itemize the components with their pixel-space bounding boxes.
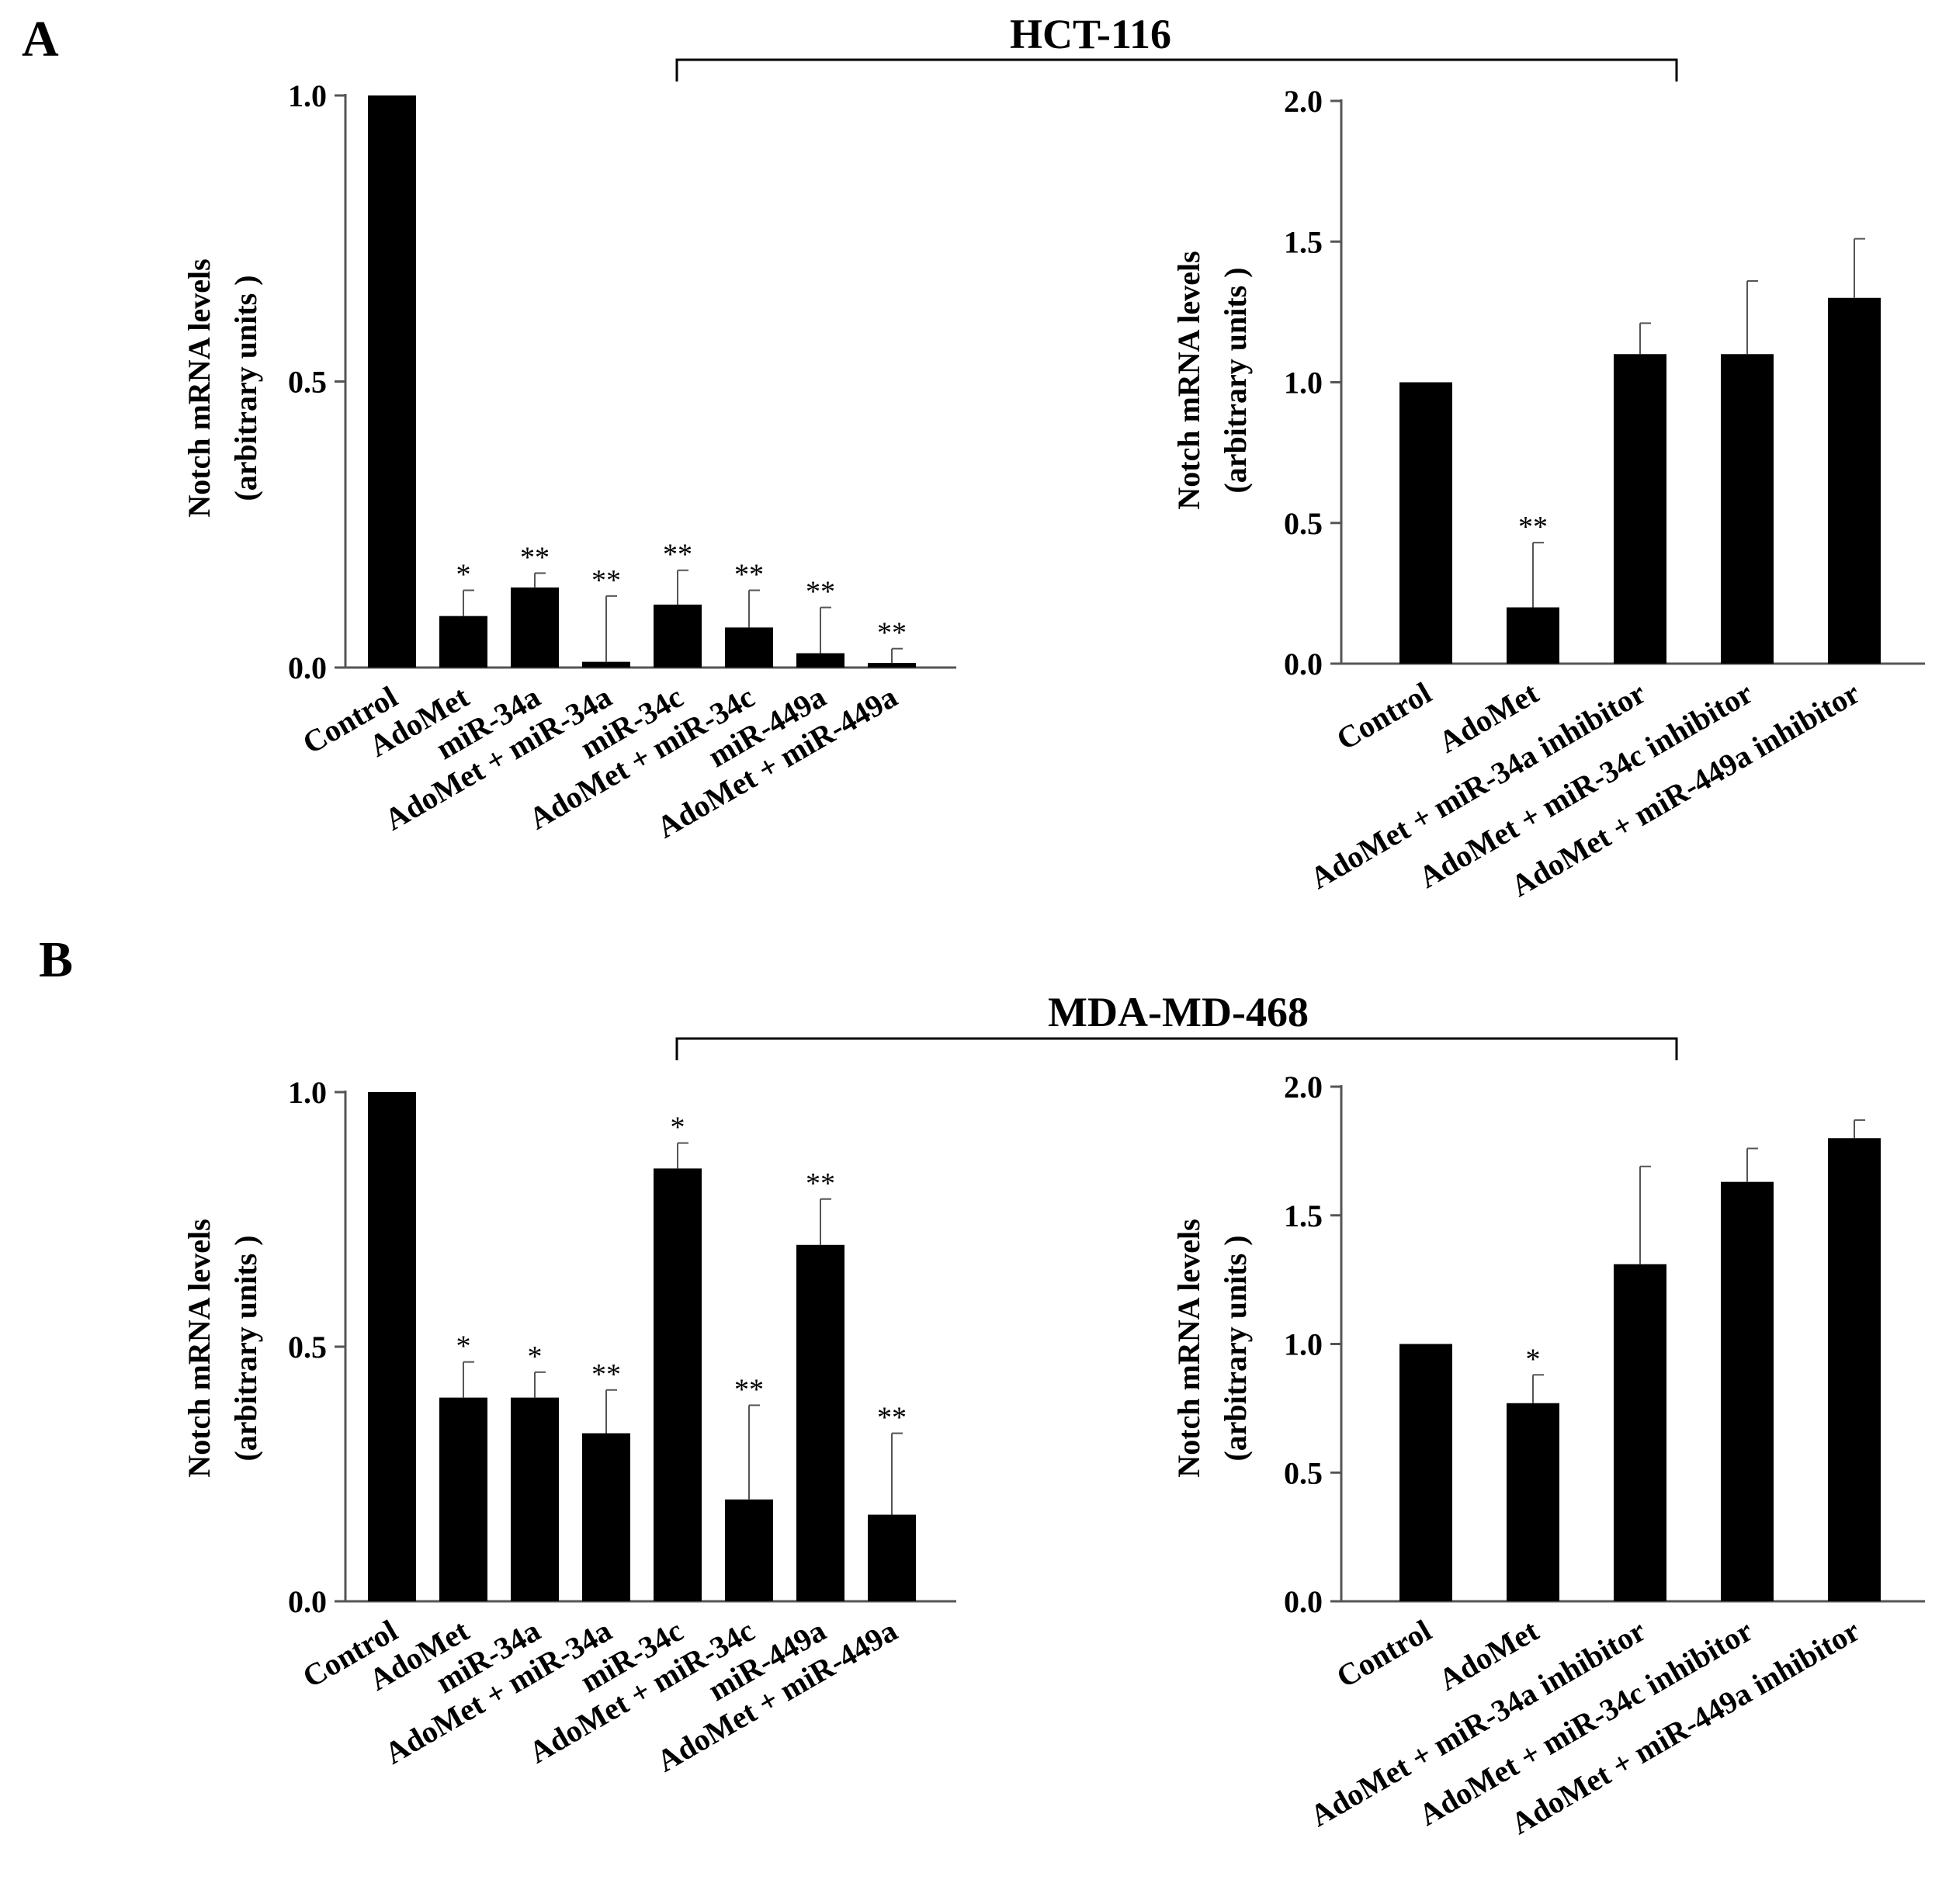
bar	[725, 627, 773, 668]
cell-line-label-b: MDA-MD-468	[1048, 989, 1309, 1035]
significance-marker: **	[734, 1373, 764, 1406]
panel-letter-a: A	[22, 11, 59, 68]
y-axis-label-units: (arbitrary units )	[1218, 267, 1253, 493]
y-tick-label: 0.5	[1284, 1455, 1323, 1490]
significance-marker: **	[520, 541, 550, 574]
y-axis-label: Notch mRNA levels	[1171, 1219, 1206, 1477]
bar	[582, 1434, 630, 1601]
bar	[1399, 1344, 1452, 1602]
bar	[368, 95, 416, 668]
y-axis-label-units: (arbitrary units )	[228, 275, 263, 501]
y-axis-label-units: (arbitrary units )	[1218, 1235, 1253, 1461]
x-tick-label: Control	[1330, 675, 1437, 757]
chart-a-inhibitor: 0.0 0.5 1.0 1.5 2.0 Notch mRNA levels (arbitra…	[1171, 84, 1925, 903]
bar	[1507, 1403, 1559, 1601]
y-tick-label: 0.0	[1284, 647, 1323, 681]
significance-marker: **	[1518, 511, 1548, 543]
cell-line-bracket-b	[677, 1039, 1677, 1060]
y-tick-label: 0.5	[288, 1330, 327, 1365]
bar	[1828, 298, 1881, 664]
chart-a-mirna: 0.0 0.5 1.0 Notch mRNA levels (arbitrary uni…	[182, 78, 956, 844]
cell-line-bracket-a	[677, 60, 1677, 82]
significance-marker: **	[663, 539, 692, 571]
bar	[1721, 1182, 1774, 1601]
y-tick-label: 1.5	[1284, 1198, 1323, 1233]
bar	[796, 654, 844, 668]
significance-marker: **	[806, 1167, 835, 1200]
y-axis-label: Notch mRNA levels	[182, 258, 217, 517]
y-axis-label: Notch mRNA levels	[182, 1219, 217, 1477]
y-tick-label: 1.0	[288, 78, 327, 113]
bar	[654, 1168, 702, 1601]
chart-b-inhibitor: 0.0 0.5 1.0 1.5 2.0 Notch mRNA levels (arbitra…	[1171, 1070, 1925, 1841]
significance-marker: **	[877, 1402, 907, 1434]
bar	[439, 616, 487, 668]
significance-marker: *	[671, 1112, 685, 1144]
significance-marker: **	[591, 1358, 621, 1391]
chart-b-mirna: 0.0 0.5 1.0 Notch mRNA levels (arbitrary uni…	[182, 1075, 956, 1778]
bar	[439, 1398, 487, 1601]
bar	[511, 588, 559, 668]
y-tick-label: 1.5	[1284, 224, 1323, 259]
y-tick-label: 1.0	[288, 1075, 327, 1110]
bar	[1614, 354, 1666, 664]
bar	[511, 1398, 559, 1601]
significance-marker: *	[528, 1340, 543, 1373]
y-axis-label-units: (arbitrary units )	[228, 1235, 263, 1461]
bar	[582, 662, 630, 668]
y-tick-label: 0.5	[1284, 506, 1323, 541]
bar	[725, 1500, 773, 1601]
bar	[1614, 1264, 1666, 1601]
bar	[654, 605, 702, 668]
cell-line-label-a: HCT-116	[1010, 11, 1171, 57]
significance-marker: *	[456, 559, 471, 591]
significance-marker: **	[734, 559, 764, 591]
bar	[1507, 608, 1559, 664]
bar	[1828, 1138, 1881, 1601]
y-tick-label: 2.0	[1284, 1070, 1323, 1105]
bar	[868, 1514, 916, 1601]
x-tick-label: Control	[1330, 1613, 1437, 1694]
figure: A HCT-116 B MDA-MD-468 0.0 0.5 1.0 Notch mR…	[0, 0, 1956, 1904]
y-tick-label: 0.0	[1284, 1584, 1323, 1619]
y-tick-label: 0.5	[288, 365, 327, 400]
y-tick-label: 2.0	[1284, 84, 1323, 119]
significance-marker: **	[591, 564, 621, 597]
panel-letter-b: B	[39, 931, 73, 988]
significance-marker: **	[806, 576, 835, 609]
y-tick-label: 0.0	[288, 1584, 327, 1619]
significance-marker: **	[877, 617, 907, 650]
significance-marker: *	[1526, 1343, 1541, 1375]
bar	[1721, 354, 1774, 664]
y-tick-label: 0.0	[288, 650, 327, 685]
y-tick-label: 1.0	[1284, 366, 1323, 401]
y-axis-label: Notch mRNA levels	[1171, 251, 1206, 509]
bar	[796, 1245, 844, 1601]
bar	[368, 1092, 416, 1601]
bar	[1399, 383, 1452, 664]
significance-marker: *	[456, 1330, 471, 1363]
bar	[868, 663, 916, 668]
y-tick-label: 1.0	[1284, 1327, 1323, 1362]
